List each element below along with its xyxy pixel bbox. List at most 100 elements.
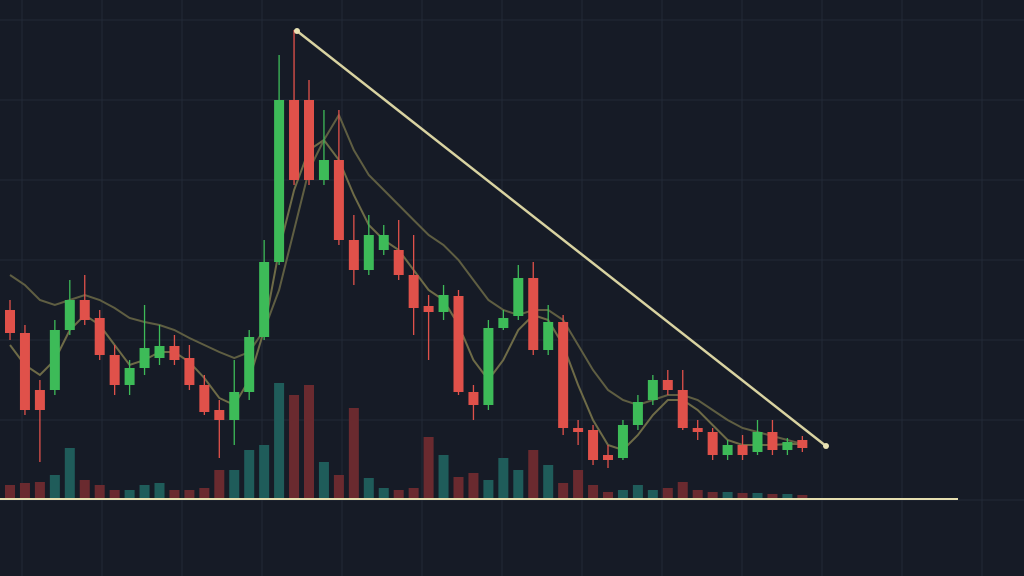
candle-body — [677, 390, 688, 428]
volume-bar — [393, 490, 404, 498]
volume-bar — [707, 492, 718, 498]
volume-bar — [662, 488, 673, 498]
volume-bar — [184, 490, 195, 498]
volume-bar — [34, 482, 45, 498]
volume-bar — [588, 485, 599, 498]
candle-body — [453, 296, 464, 392]
volume-bar — [5, 485, 15, 498]
volume-bar — [154, 483, 165, 498]
candle-body — [274, 100, 285, 262]
candle-body — [797, 440, 808, 448]
volume-bar — [423, 437, 434, 498]
candle-body — [498, 318, 509, 328]
volume-bar — [528, 450, 539, 498]
volume-bar — [408, 488, 419, 498]
candle-body — [199, 385, 210, 412]
candle-body — [49, 330, 60, 390]
volume-bar — [139, 485, 150, 498]
volume-bar — [468, 473, 479, 498]
volume-bar — [19, 483, 30, 498]
candle-body — [632, 402, 643, 425]
candle-body — [169, 346, 180, 360]
volume-bar — [109, 490, 120, 498]
volume-bar — [498, 458, 509, 498]
volume-bar — [49, 475, 60, 498]
candle-body — [5, 310, 15, 333]
volume-bar — [438, 455, 449, 498]
candle-body — [378, 235, 389, 250]
candle-body — [647, 380, 658, 400]
volume-bar — [797, 495, 808, 498]
candle-body — [64, 300, 75, 330]
volume-bar — [304, 385, 314, 498]
candle-body — [289, 100, 300, 180]
candle-body — [483, 328, 494, 405]
volume-bar — [617, 490, 628, 498]
candle-body — [154, 346, 165, 358]
volume-bar — [259, 445, 270, 498]
candle-body — [588, 430, 599, 460]
candle-body — [348, 240, 359, 270]
candle-body — [722, 445, 733, 455]
candle-body — [94, 318, 105, 355]
candle-body — [333, 160, 344, 240]
candle-body — [752, 432, 763, 452]
candle-body — [363, 235, 374, 270]
candle-body — [438, 295, 449, 312]
candle-body — [767, 432, 778, 450]
volume-bar — [782, 494, 793, 498]
volume-bar — [348, 408, 359, 498]
volume-bar — [513, 470, 524, 498]
volume-bar — [244, 450, 255, 498]
candle-body — [139, 348, 150, 368]
volume-bar — [363, 478, 374, 498]
volume-bar — [767, 494, 778, 498]
candle-body — [513, 278, 524, 316]
candle-body — [318, 160, 329, 180]
trend-line — [296, 30, 827, 447]
candle-body — [79, 300, 90, 320]
candle-body — [124, 368, 135, 385]
volume-bar — [229, 470, 240, 498]
volume-bar — [318, 462, 329, 498]
volume-bar — [573, 470, 584, 498]
candle-body — [109, 355, 120, 385]
candle-body — [423, 306, 434, 312]
volume-bars — [5, 383, 808, 498]
volume-bar — [692, 490, 703, 498]
volume-bar — [722, 492, 733, 498]
trend-point — [823, 443, 829, 449]
candle-body — [468, 392, 479, 405]
volume-bar — [483, 480, 494, 498]
candle-body — [543, 322, 554, 350]
candles — [5, 30, 808, 468]
candle-body — [184, 358, 195, 385]
candle-body — [244, 337, 255, 392]
volume-bar — [378, 488, 389, 498]
volume-bar — [199, 488, 210, 498]
volume-bar — [603, 492, 613, 498]
candle-body — [393, 250, 404, 275]
candle-body — [259, 262, 270, 337]
volume-bar — [64, 448, 75, 498]
volume-bar — [737, 493, 748, 498]
trend-point — [294, 28, 300, 34]
volume-bar — [752, 493, 763, 498]
candle-body — [707, 432, 718, 455]
candle-body — [34, 390, 45, 410]
candle-body — [662, 380, 673, 390]
candle-body — [19, 333, 30, 410]
volume-bar — [677, 482, 688, 498]
candle-body — [558, 322, 569, 428]
volume-bar — [453, 477, 464, 498]
candle-body — [603, 455, 613, 460]
candle-body — [214, 410, 225, 420]
volume-bar — [169, 490, 180, 498]
volume-bar — [124, 490, 135, 498]
candle-body — [782, 442, 793, 450]
volume-bar — [79, 480, 90, 498]
candle-body — [617, 425, 628, 458]
